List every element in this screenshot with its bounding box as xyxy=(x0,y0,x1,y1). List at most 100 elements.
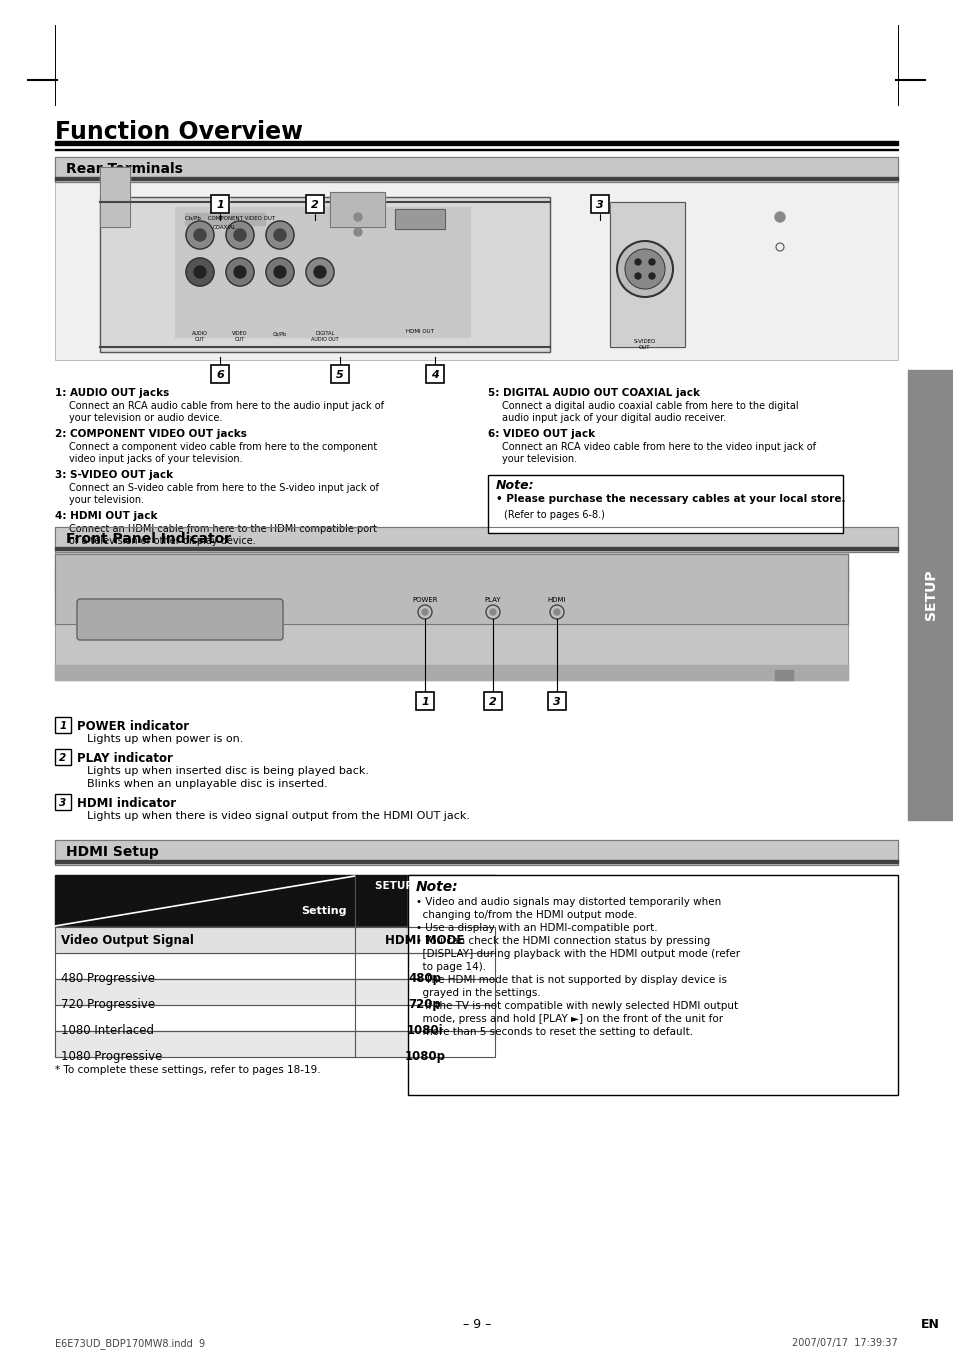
Text: PLAY indicator: PLAY indicator xyxy=(77,753,172,765)
Text: Note:: Note: xyxy=(496,480,534,492)
Text: Function Overview: Function Overview xyxy=(55,120,303,145)
Text: Blinks when an unplayable disc is inserted.: Blinks when an unplayable disc is insert… xyxy=(87,780,328,789)
Bar xyxy=(55,952,495,979)
Bar xyxy=(55,149,897,150)
Bar xyxy=(483,692,501,711)
Text: Rear Terminals: Rear Terminals xyxy=(66,162,183,176)
Bar xyxy=(55,875,495,927)
Bar xyxy=(100,197,550,353)
Text: 6: 6 xyxy=(216,370,224,380)
Text: 2: 2 xyxy=(59,753,67,763)
Bar xyxy=(55,177,897,180)
Text: 2: COMPONENT VIDEO OUT jacks: 2: COMPONENT VIDEO OUT jacks xyxy=(55,430,247,439)
Text: Note:: Note: xyxy=(416,880,458,894)
Text: 2: 2 xyxy=(311,200,318,209)
Text: 3: 3 xyxy=(553,697,560,707)
Bar xyxy=(55,553,847,680)
Text: Connect an HDMI cable from here to the HDMI compatible port: Connect an HDMI cable from here to the H… xyxy=(69,524,376,534)
Bar xyxy=(55,563,847,594)
Text: (Refer to pages 6-8.): (Refer to pages 6-8.) xyxy=(503,509,604,520)
Text: Cb/Pb    COMPONENT VIDEO OUT: Cb/Pb COMPONENT VIDEO OUT xyxy=(185,215,274,220)
Text: 5: 5 xyxy=(335,370,343,380)
Circle shape xyxy=(648,259,655,265)
Text: 5: DIGITAL AUDIO OUT COAXIAL jack: 5: DIGITAL AUDIO OUT COAXIAL jack xyxy=(488,388,700,399)
Circle shape xyxy=(624,249,664,289)
Text: EN: EN xyxy=(920,1319,939,1331)
Text: 1080 Progressive: 1080 Progressive xyxy=(61,1050,162,1063)
Bar xyxy=(774,670,792,680)
Bar xyxy=(55,182,897,359)
Bar xyxy=(408,875,897,1096)
Text: • The HDMI mode that is not supported by display device is: • The HDMI mode that is not supported by… xyxy=(416,975,726,985)
Circle shape xyxy=(233,266,246,278)
Text: HDMI OUT: HDMI OUT xyxy=(406,330,434,334)
Bar xyxy=(416,692,434,711)
Text: 480p: 480p xyxy=(408,971,441,985)
Bar xyxy=(55,141,897,145)
Bar xyxy=(55,527,897,553)
Circle shape xyxy=(314,266,326,278)
Bar xyxy=(55,840,897,865)
Circle shape xyxy=(617,240,672,297)
Bar xyxy=(211,365,229,382)
Bar xyxy=(55,748,71,765)
Text: POWER: POWER xyxy=(412,597,437,603)
Text: E6E73UD_BDP170MW8.indd  9: E6E73UD_BDP170MW8.indd 9 xyxy=(55,1337,205,1348)
Circle shape xyxy=(266,222,294,249)
Text: 1: AUDIO OUT jacks: 1: AUDIO OUT jacks xyxy=(55,388,169,399)
Text: 480 Progressive: 480 Progressive xyxy=(61,971,154,985)
Text: Connect an RCA audio cable from here to the audio input jack of: Connect an RCA audio cable from here to … xyxy=(69,401,384,411)
Circle shape xyxy=(635,273,640,280)
Text: 6: VIDEO OUT jack: 6: VIDEO OUT jack xyxy=(488,430,595,439)
Bar xyxy=(211,195,229,213)
Bar xyxy=(416,692,434,711)
Text: [DISPLAY] during playback with the HDMI output mode (refer: [DISPLAY] during playback with the HDMI … xyxy=(416,948,740,959)
Bar xyxy=(408,875,897,1096)
Bar xyxy=(55,927,495,952)
Bar xyxy=(55,927,495,952)
Text: 4: 4 xyxy=(431,370,438,380)
Text: 2: 2 xyxy=(489,697,497,707)
Bar xyxy=(185,213,265,226)
Text: DIGITAL
AUDIO OUT: DIGITAL AUDIO OUT xyxy=(311,331,338,342)
Text: S-VIDEO
OUT: S-VIDEO OUT xyxy=(633,339,656,350)
Text: POWER indicator: POWER indicator xyxy=(77,720,189,734)
Circle shape xyxy=(306,258,334,286)
Bar xyxy=(211,365,229,382)
Bar xyxy=(907,370,953,820)
Bar xyxy=(330,192,385,227)
Text: Connect a digital audio coaxial cable from here to the digital: Connect a digital audio coaxial cable fr… xyxy=(501,401,798,411)
Bar xyxy=(426,365,443,382)
Text: Lights up when there is video signal output from the HDMI OUT jack.: Lights up when there is video signal out… xyxy=(87,811,470,821)
Text: HDMI indicator: HDMI indicator xyxy=(77,797,176,811)
Text: 1: 1 xyxy=(420,697,429,707)
Text: 3: S-VIDEO OUT jack: 3: S-VIDEO OUT jack xyxy=(55,470,172,480)
Bar xyxy=(55,182,897,359)
Bar xyxy=(55,1031,495,1056)
Text: • Video and audio signals may distorted temporarily when: • Video and audio signals may distorted … xyxy=(416,897,720,907)
Bar xyxy=(55,554,847,624)
Bar xyxy=(55,794,71,811)
Text: SETUP: SETUP xyxy=(923,570,937,620)
Bar xyxy=(55,717,71,734)
Bar xyxy=(55,748,71,765)
Circle shape xyxy=(274,266,286,278)
Text: PLAY: PLAY xyxy=(484,597,500,603)
Text: COAXIAL: COAXIAL xyxy=(213,226,236,230)
Circle shape xyxy=(550,605,563,619)
Text: Lights up when inserted disc is being played back.: Lights up when inserted disc is being pl… xyxy=(87,766,369,775)
Text: • You can check the HDMI connection status by pressing: • You can check the HDMI connection stat… xyxy=(416,936,709,946)
Text: grayed in the settings.: grayed in the settings. xyxy=(416,988,540,998)
Bar xyxy=(100,197,550,353)
Text: mode, press and hold [PLAY ►] on the front of the unit for: mode, press and hold [PLAY ►] on the fro… xyxy=(416,1015,722,1024)
Bar xyxy=(331,365,349,382)
Text: Video Output Signal: Video Output Signal xyxy=(61,934,193,947)
Circle shape xyxy=(417,605,432,619)
Text: Connect an RCA video cable from here to the video input jack of: Connect an RCA video cable from here to … xyxy=(501,442,815,453)
Text: HDMI: HDMI xyxy=(547,597,566,603)
Text: * To complete these settings, refer to pages 18-19.: * To complete these settings, refer to p… xyxy=(55,1065,320,1075)
Text: 720 Progressive: 720 Progressive xyxy=(61,998,155,1011)
Bar xyxy=(395,209,444,230)
Text: your television.: your television. xyxy=(69,494,144,505)
Bar xyxy=(488,476,842,534)
